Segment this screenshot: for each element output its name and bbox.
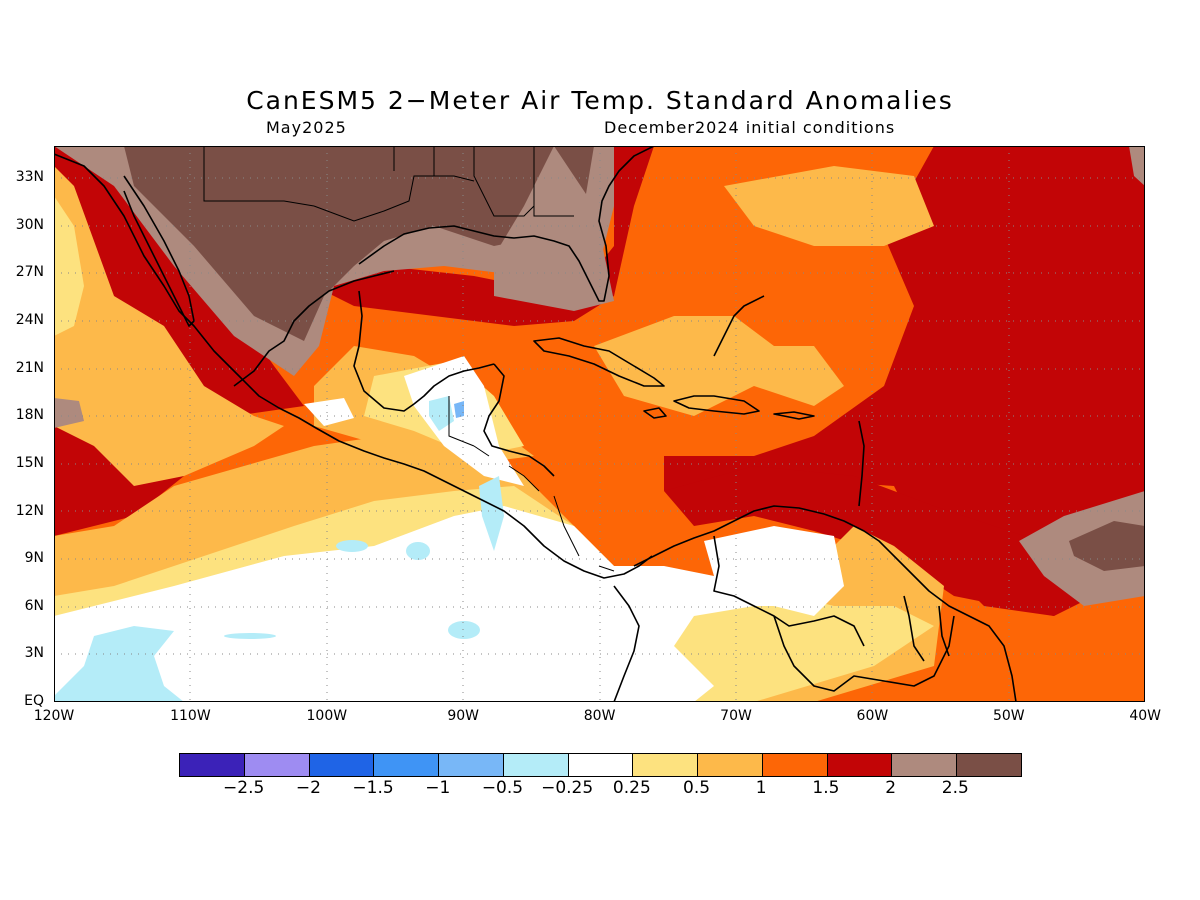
colorbar-swatch	[309, 754, 375, 776]
field-lightorange-wcoast	[54, 166, 284, 486]
colorbar-swatch	[892, 754, 958, 776]
map-frame	[54, 146, 1145, 702]
colorbar-swatch	[698, 754, 763, 776]
field-yellow-wcoast	[54, 196, 84, 336]
colorbar-swatch	[957, 754, 1021, 776]
colorbar-label: 2	[885, 778, 897, 798]
colorbar-label: 1.5	[812, 778, 840, 798]
colorbar-label: 0.25	[612, 778, 651, 798]
field-lightblue-spot4	[224, 633, 276, 639]
lon-label: 120W	[33, 708, 75, 724]
field-lightbrown-west	[54, 398, 84, 428]
colorbar-label: −0.5	[481, 778, 524, 798]
anomaly-map	[54, 146, 1145, 702]
lat-label: 30N	[15, 217, 44, 233]
field-white-mexcoast	[304, 398, 354, 426]
colorbar-label: 0.5	[683, 778, 711, 798]
field-lightorange-bahamas	[594, 316, 844, 416]
lon-label: 90W	[447, 708, 480, 724]
colorbar-label: −0.25	[541, 778, 594, 798]
lat-label: EQ	[24, 693, 44, 709]
colorbar-label: −1	[425, 778, 451, 798]
forecast-month: May2025	[266, 118, 347, 137]
lat-label: 15N	[15, 455, 44, 471]
field-darkred-westcoast	[54, 146, 304, 416]
field-darkbrown-us	[124, 146, 594, 341]
lat-label: 18N	[15, 407, 44, 423]
lat-label: 6N	[24, 598, 44, 614]
lon-label: 60W	[856, 708, 889, 724]
colorbar-swatch	[244, 754, 310, 776]
map-title: CanESM5 2−Meter Air Temp. Standard Anoma…	[246, 86, 954, 115]
colorbar-swatch	[827, 754, 893, 776]
borders	[203, 146, 615, 572]
colorbar-swatch	[633, 754, 699, 776]
lon-label: 40W	[1129, 708, 1162, 724]
colorbar-swatch	[762, 754, 828, 776]
field-darkred-east	[664, 146, 1145, 616]
field-white-yucatan	[404, 356, 524, 486]
field-white-venezuela	[704, 526, 844, 616]
initial-conditions: December2024 initial conditions	[604, 118, 896, 137]
lat-label: 24N	[15, 312, 44, 328]
lat-label: 33N	[15, 169, 44, 185]
colorbar-swatch	[439, 754, 504, 776]
colorbar-swatch	[503, 754, 569, 776]
colorbar-swatch	[568, 754, 634, 776]
field-lightblue-spot3	[448, 621, 480, 639]
field-lightblue-spot2	[406, 542, 430, 560]
lat-label: 27N	[15, 264, 44, 280]
colorbar-label: −1.5	[352, 778, 394, 798]
colorbar-label: −2	[295, 778, 321, 798]
lat-label: 12N	[15, 503, 44, 519]
field-lightbrown-ne	[1129, 146, 1145, 186]
field-lightblue-nicaragua	[479, 476, 504, 551]
field-lightorange-atlantic	[724, 166, 934, 246]
field-lightblue-yucatan	[429, 396, 454, 431]
colorbar-label: −2.5	[223, 778, 265, 798]
lon-label: 110W	[170, 708, 211, 724]
lon-label: 80W	[583, 708, 616, 724]
lon-label: 100W	[306, 708, 348, 724]
coastlines	[54, 146, 1017, 702]
lon-label: 70W	[720, 708, 752, 724]
lat-label: 9N	[24, 550, 44, 566]
colorbar-swatch	[180, 754, 245, 776]
lon-label: 50W	[992, 708, 1025, 724]
lat-label: 3N	[24, 645, 44, 661]
lat-label: 21N	[15, 360, 44, 376]
field-blue-yucatan	[454, 401, 464, 418]
colorbar-label: 1	[755, 778, 767, 798]
field-white-pacific	[54, 506, 844, 702]
colorbar	[179, 753, 1022, 777]
field-darkred-gulf	[314, 146, 654, 326]
field-lightblue-spot1	[336, 540, 368, 552]
colorbar-swatch	[374, 754, 440, 776]
colorbar-label: 2.5	[941, 778, 969, 798]
field-lightblue-sw	[54, 626, 184, 702]
